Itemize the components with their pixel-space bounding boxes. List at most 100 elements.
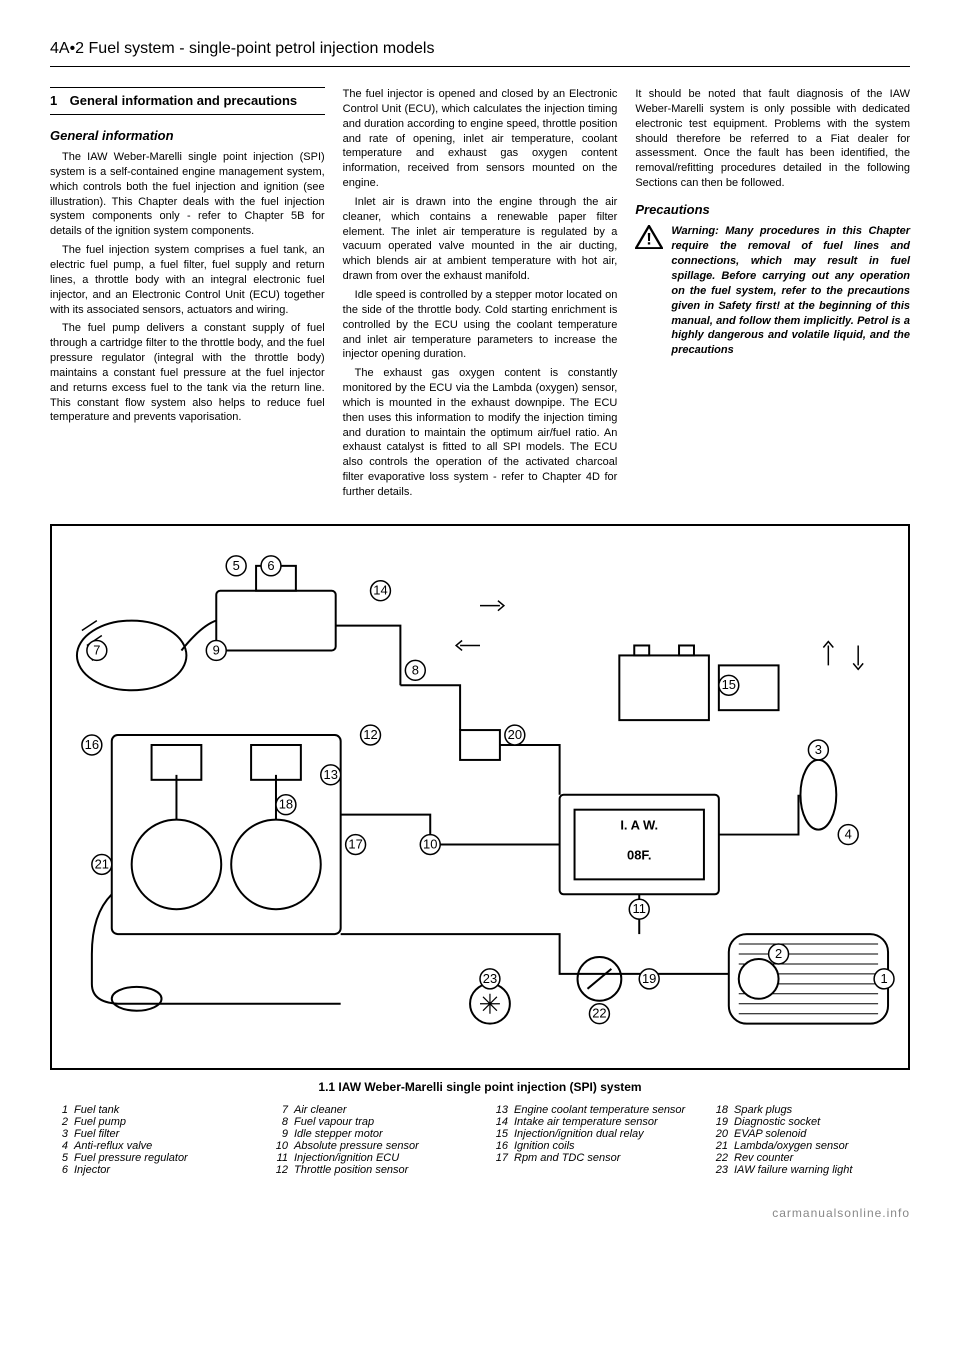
para: The IAW Weber-Marelli single point injec… <box>50 150 325 239</box>
svg-text:1: 1 <box>880 971 887 986</box>
callout: 20 <box>505 725 525 745</box>
svg-text:4: 4 <box>845 826 852 841</box>
para: The exhaust gas oxygen content is consta… <box>343 366 618 500</box>
callout: 7 <box>87 640 107 660</box>
legend-item: 13Engine coolant temperature sensor <box>490 1104 690 1116</box>
legend-item: 15Injection/ignition dual relay <box>490 1128 690 1140</box>
legend-item: 21Lambda/oxygen sensor <box>710 1140 910 1152</box>
legend-item: 8Fuel vapour trap <box>270 1116 470 1128</box>
page-header: 4A•2 Fuel system - single-point petrol i… <box>50 40 910 67</box>
svg-text:08F.: 08F. <box>627 847 651 862</box>
svg-text:6: 6 <box>267 558 274 573</box>
svg-text:11: 11 <box>633 901 646 916</box>
callout: 16 <box>82 735 102 755</box>
legend-item: 14Intake air temperature sensor <box>490 1116 690 1128</box>
svg-text:5: 5 <box>233 558 240 573</box>
legend-item: 16Ignition coils <box>490 1140 690 1152</box>
legend-item: 5Fuel pressure regulator <box>50 1152 250 1164</box>
legend-item: 12Throttle position sensor <box>270 1164 470 1176</box>
svg-text:19: 19 <box>642 971 656 986</box>
section-number: 1 <box>50 92 66 110</box>
warning-box: ! Warning: Many procedures in this Chapt… <box>635 224 910 362</box>
figure-legend: 1Fuel tank 2Fuel pump 3Fuel filter 4Anti… <box>50 1104 910 1176</box>
legend-item: 9Idle stepper motor <box>270 1128 470 1140</box>
legend-item: 19Diagnostic socket <box>710 1116 910 1128</box>
figure-caption: 1.1 IAW Weber-Marelli single point injec… <box>50 1080 910 1094</box>
callout: 1 <box>874 969 894 989</box>
callout: 5 <box>226 556 246 576</box>
svg-text:8: 8 <box>412 662 419 677</box>
callout: 11 <box>629 899 649 919</box>
para: It should be noted that fault diagnosis … <box>635 87 910 191</box>
figure-diagram: 5 6 14 7 9 8 15 16 12 20 13 18 3 17 10 I… <box>50 524 910 1071</box>
legend-item: 4Anti-reflux valve <box>50 1140 250 1152</box>
warning-text: Warning: Many procedures in this Chapter… <box>671 224 910 358</box>
legend-item: 23IAW failure warning light <box>710 1164 910 1176</box>
callout: 10 <box>420 834 440 854</box>
column-3: It should be noted that fault diagnosis … <box>635 87 910 504</box>
svg-text:7: 7 <box>93 642 100 657</box>
svg-text:16: 16 <box>85 737 99 752</box>
svg-text:17: 17 <box>348 836 362 851</box>
svg-text:22: 22 <box>592 1005 606 1020</box>
legend-item: 6Injector <box>50 1164 250 1176</box>
legend-item: 11Injection/ignition ECU <box>270 1152 470 1164</box>
spi-system-diagram: 5 6 14 7 9 8 15 16 12 20 13 18 3 17 10 I… <box>62 536 898 1054</box>
para: The fuel injector is opened and closed b… <box>343 87 618 191</box>
callout: 22 <box>589 1004 609 1024</box>
callout: 19 <box>639 969 659 989</box>
legend-col-1: 1Fuel tank 2Fuel pump 3Fuel filter 4Anti… <box>50 1104 250 1176</box>
para: The fuel pump delivers a constant supply… <box>50 321 325 425</box>
legend-col-4: 18Spark plugs 19Diagnostic socket 20EVAP… <box>710 1104 910 1176</box>
body-columns: 1 General information and precautions Ge… <box>50 87 910 504</box>
callout: 21 <box>92 854 112 874</box>
column-2: The fuel injector is opened and closed b… <box>343 87 618 504</box>
callout: 9 <box>206 640 226 660</box>
svg-text:9: 9 <box>213 642 220 657</box>
callout: 3 <box>808 740 828 760</box>
svg-text:3: 3 <box>815 742 822 757</box>
svg-text:10: 10 <box>423 836 437 851</box>
svg-text:23: 23 <box>483 971 497 986</box>
svg-text:12: 12 <box>363 727 377 742</box>
svg-text:14: 14 <box>373 582 387 597</box>
section-heading: 1 General information and precautions <box>50 87 325 115</box>
legend-item: 2Fuel pump <box>50 1116 250 1128</box>
legend-item: 7Air cleaner <box>270 1104 470 1116</box>
callout: 8 <box>405 660 425 680</box>
para: Idle speed is controlled by a stepper mo… <box>343 288 618 362</box>
callout: 17 <box>346 834 366 854</box>
svg-text:2: 2 <box>775 946 782 961</box>
svg-text:15: 15 <box>722 677 736 692</box>
callout: 14 <box>371 581 391 601</box>
para: Inlet air is drawn into the engine throu… <box>343 195 618 284</box>
legend-item: 17Rpm and TDC sensor <box>490 1152 690 1164</box>
warning-icon: ! <box>635 224 663 249</box>
svg-text:I. A W.: I. A W. <box>620 817 658 832</box>
legend-item: 1Fuel tank <box>50 1104 250 1116</box>
svg-text:20: 20 <box>508 727 522 742</box>
callout: 18 <box>276 795 296 815</box>
legend-col-2: 7Air cleaner 8Fuel vapour trap 9Idle ste… <box>270 1104 470 1176</box>
para: The fuel injection system comprises a fu… <box>50 243 325 317</box>
legend-item: 10Absolute pressure sensor <box>270 1140 470 1152</box>
subheading-precautions: Precautions <box>635 201 910 219</box>
callout: 13 <box>321 765 341 785</box>
legend-item: 3Fuel filter <box>50 1128 250 1140</box>
section-title: General information and precautions <box>70 93 298 108</box>
callout: 23 <box>480 969 500 989</box>
subheading-general-info: General information <box>50 127 325 145</box>
svg-text:21: 21 <box>95 856 109 871</box>
callout: 6 <box>261 556 281 576</box>
callout: 15 <box>719 675 739 695</box>
svg-text:18: 18 <box>279 796 293 811</box>
legend-col-3: 13Engine coolant temperature sensor 14In… <box>490 1104 690 1176</box>
legend-item: 18Spark plugs <box>710 1104 910 1116</box>
column-1: 1 General information and precautions Ge… <box>50 87 325 504</box>
callout: 4 <box>838 824 858 844</box>
svg-text:13: 13 <box>324 767 338 782</box>
callout: 12 <box>361 725 381 745</box>
svg-text:!: ! <box>647 229 653 248</box>
watermark: carmanualsonline.info <box>50 1206 910 1220</box>
legend-item: 22Rev counter <box>710 1152 910 1164</box>
